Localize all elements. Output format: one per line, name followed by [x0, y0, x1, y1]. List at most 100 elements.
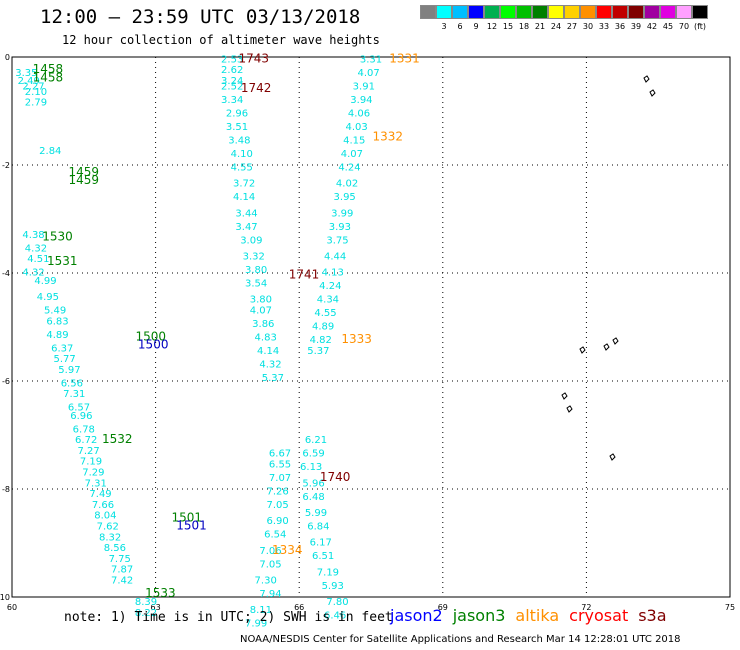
colorbar-label: 70	[678, 22, 690, 31]
wave-height-value: 7.66	[92, 500, 114, 511]
pass-time-label: 1500	[138, 338, 169, 352]
wave-height-value: 5.93	[322, 581, 344, 592]
wave-height-value: 3.72	[233, 179, 255, 190]
wave-height-value: 4.14	[257, 346, 279, 357]
wave-height-value: 6.67	[269, 449, 291, 460]
colorbar-swatch	[580, 5, 596, 19]
wave-height-value: 4.55	[314, 308, 336, 319]
colorbar-swatch	[548, 5, 564, 19]
wave-height-value: 4.34	[317, 295, 339, 306]
wave-height-value: 3.32	[243, 252, 265, 263]
wave-height-value: 2.52	[221, 81, 243, 92]
x-tick-label: 75	[725, 603, 735, 612]
colorbar-swatch	[596, 5, 612, 19]
satellite-legend-item: jason3	[452, 606, 506, 625]
wave-height-value: 5.77	[54, 354, 76, 365]
island-outline	[649, 89, 656, 97]
wave-height-value: 6.57	[68, 403, 90, 414]
colorbar-cell: 30	[580, 5, 596, 31]
colorbar-label: 15	[502, 22, 514, 31]
wave-height-value: 6.21	[305, 435, 327, 446]
wave-height-value: 7.29	[82, 468, 104, 479]
wave-height-value: 6.13	[300, 462, 322, 473]
wave-height-value: 2.96	[226, 108, 248, 119]
y-tick-label: -8	[2, 485, 10, 494]
colorbar-cell: 27	[564, 5, 580, 31]
wave-height-value: 4.83	[255, 333, 277, 344]
wave-height-value: 7.75	[109, 554, 131, 565]
colorbar-swatch	[468, 5, 484, 19]
colorbar-swatch	[532, 5, 548, 19]
colorbar-swatch	[612, 5, 628, 19]
pass-time-label: 1333	[341, 332, 372, 346]
wave-height-value: 7.62	[97, 522, 119, 533]
colorbar-swatch	[436, 5, 452, 19]
y-tick-label: 0	[5, 53, 10, 62]
wave-height-value: 2.27	[22, 81, 44, 92]
wave-height-value: 7.19	[317, 567, 339, 578]
pass-time-label: 1530	[42, 230, 73, 244]
colorbar-label: 27	[566, 22, 578, 31]
colorbar-label: (ft)	[693, 22, 707, 31]
wave-height-value: 6.72	[75, 435, 97, 446]
wave-height-value: 7.26	[267, 486, 289, 497]
x-tick-label: 66	[294, 603, 304, 612]
satellite-legend-item: jason2	[390, 606, 443, 625]
satellite-legend: jason2 jason3 altika cryosat s3a	[390, 606, 667, 625]
wave-height-value: 2.84	[39, 146, 61, 157]
colorbar-cell: 15	[500, 5, 516, 31]
wave-height-value: 6.55	[269, 459, 291, 470]
colorbar-swatch	[452, 5, 468, 19]
colorbar-swatch	[644, 5, 660, 19]
wave-height-colorbar: 3 6 9 12 15 18 21 24 27 30 33 36 39 42 45 70 (ft)	[420, 5, 708, 31]
wave-height-value: 5.37	[307, 346, 329, 357]
wave-height-value: 6.96	[70, 411, 92, 422]
pass-time-label: 1459	[69, 165, 100, 179]
colorbar-label: 33	[598, 22, 610, 31]
wave-height-value: 3.80	[245, 265, 267, 276]
wave-height-value: 8.22	[135, 608, 157, 619]
wave-height-value: 4.89	[46, 330, 68, 341]
wave-height-value: 4.38	[22, 230, 44, 241]
wave-height-value: 4.24	[319, 281, 341, 292]
colorbar-label: 36	[614, 22, 626, 31]
wave-height-value: 3.75	[326, 235, 348, 246]
pass-time-label: 1501	[171, 510, 202, 524]
colorbar-cell: 36	[612, 5, 628, 31]
x-tick-label: 60	[7, 603, 17, 612]
wave-height-value: 3.86	[252, 319, 274, 330]
wave-height-value: 6.54	[264, 530, 286, 541]
colorbar-label: 12	[486, 22, 498, 31]
wave-height-value: 6.56	[61, 378, 83, 389]
wave-height-value: 7.05	[267, 500, 289, 511]
y-tick-label: -10	[0, 593, 10, 602]
wave-height-value: 6.48	[302, 492, 324, 503]
y-tick-label: -6	[2, 377, 10, 386]
wave-height-value: 3.80	[250, 295, 272, 306]
wave-height-value: 4.51	[27, 254, 49, 265]
colorbar-cell	[420, 5, 436, 31]
wave-height-value: 7.99	[245, 619, 267, 630]
wave-height-value: 2.10	[25, 87, 47, 98]
wave-height-value: 8.39	[135, 597, 157, 608]
wave-height-value: 5.96	[302, 478, 324, 489]
wave-height-value: 7.94	[259, 589, 281, 600]
colorbar-swatch	[564, 5, 580, 19]
island-outline	[603, 343, 610, 351]
wave-height-value: 4.95	[37, 292, 59, 303]
wave-height-value: 8.56	[104, 543, 126, 554]
pass-time-label: 1458	[33, 62, 64, 76]
wave-height-value: 8.11	[250, 605, 272, 616]
pass-time-label: 1533	[145, 586, 176, 600]
wave-height-value: 3.94	[350, 95, 372, 106]
wave-height-value: 3.35	[15, 68, 37, 79]
colorbar-label: 45	[662, 22, 674, 31]
wave-height-value: 5.99	[305, 508, 327, 519]
wave-height-value: 6.78	[73, 424, 95, 435]
colorbar-label: 39	[630, 22, 642, 31]
colorbar-label: 3	[441, 22, 447, 31]
wave-height-value: 7.31	[85, 478, 107, 489]
wave-height-value: 3.31	[360, 54, 382, 65]
colorbar-swatch	[692, 5, 708, 19]
